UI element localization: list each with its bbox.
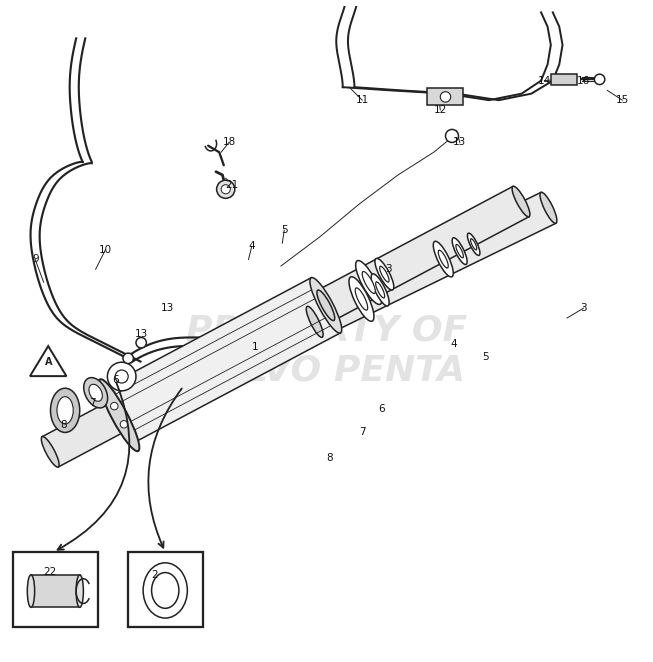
Ellipse shape: [50, 388, 80, 432]
Text: PROPERTY OF
VOLVO PENTA: PROPERTY OF VOLVO PENTA: [186, 314, 467, 387]
Text: 5: 5: [483, 352, 489, 362]
Ellipse shape: [362, 271, 375, 293]
Ellipse shape: [143, 563, 187, 618]
Text: 13: 13: [161, 303, 174, 313]
Ellipse shape: [434, 241, 453, 277]
Ellipse shape: [356, 261, 382, 305]
Text: 13: 13: [135, 329, 148, 339]
Circle shape: [217, 180, 235, 199]
Ellipse shape: [27, 575, 35, 607]
Text: 14: 14: [537, 75, 551, 85]
Ellipse shape: [355, 288, 368, 310]
Ellipse shape: [41, 436, 59, 467]
Ellipse shape: [456, 244, 464, 258]
Ellipse shape: [540, 192, 557, 223]
Ellipse shape: [379, 266, 389, 282]
Circle shape: [107, 362, 136, 391]
Ellipse shape: [375, 282, 385, 298]
Text: 22: 22: [44, 567, 57, 577]
Ellipse shape: [438, 250, 448, 268]
Ellipse shape: [76, 575, 84, 607]
Text: 3: 3: [580, 303, 586, 313]
Text: 11: 11: [356, 95, 369, 105]
Circle shape: [445, 130, 458, 142]
Text: 8: 8: [326, 453, 333, 463]
Polygon shape: [307, 193, 556, 337]
Text: 2: 2: [151, 570, 157, 580]
Ellipse shape: [452, 238, 467, 265]
Circle shape: [120, 420, 128, 428]
Ellipse shape: [110, 400, 128, 430]
Bar: [13, 552, 97, 627]
Ellipse shape: [57, 397, 73, 424]
Text: 1: 1: [251, 342, 259, 352]
Ellipse shape: [99, 379, 139, 451]
Text: 6: 6: [112, 375, 118, 385]
Text: 10: 10: [99, 245, 112, 255]
Circle shape: [115, 370, 128, 383]
Ellipse shape: [151, 573, 179, 608]
Text: 4: 4: [248, 242, 255, 252]
Ellipse shape: [375, 258, 394, 290]
Text: 12: 12: [434, 105, 447, 115]
Circle shape: [123, 353, 133, 363]
Circle shape: [110, 402, 118, 410]
Circle shape: [221, 185, 231, 194]
Ellipse shape: [317, 290, 335, 320]
Text: 18: 18: [222, 138, 236, 148]
Ellipse shape: [512, 186, 530, 217]
Ellipse shape: [468, 233, 480, 256]
Circle shape: [440, 92, 451, 102]
Text: 5: 5: [281, 225, 287, 235]
Bar: [128, 552, 203, 627]
Polygon shape: [318, 187, 529, 320]
Text: A: A: [44, 357, 52, 367]
Text: 6: 6: [379, 404, 385, 414]
Polygon shape: [42, 400, 127, 467]
Ellipse shape: [306, 307, 323, 338]
Text: 9: 9: [32, 254, 39, 265]
Ellipse shape: [349, 277, 374, 321]
Text: 7: 7: [89, 397, 96, 408]
Ellipse shape: [471, 239, 477, 250]
Ellipse shape: [310, 277, 342, 333]
Polygon shape: [31, 575, 80, 607]
Text: 21: 21: [225, 179, 239, 190]
Text: 8: 8: [60, 420, 67, 430]
Circle shape: [136, 338, 146, 348]
Circle shape: [594, 74, 605, 85]
Text: 16: 16: [577, 75, 590, 85]
Polygon shape: [551, 74, 577, 85]
Text: 15: 15: [616, 95, 629, 105]
Bar: [427, 89, 463, 105]
Text: 3: 3: [385, 264, 392, 274]
Ellipse shape: [371, 274, 389, 306]
Text: 7: 7: [359, 427, 366, 437]
Polygon shape: [104, 278, 340, 443]
Text: 13: 13: [453, 138, 466, 148]
Text: 4: 4: [450, 339, 456, 349]
Ellipse shape: [89, 384, 103, 401]
Ellipse shape: [84, 377, 108, 408]
Polygon shape: [30, 346, 67, 376]
